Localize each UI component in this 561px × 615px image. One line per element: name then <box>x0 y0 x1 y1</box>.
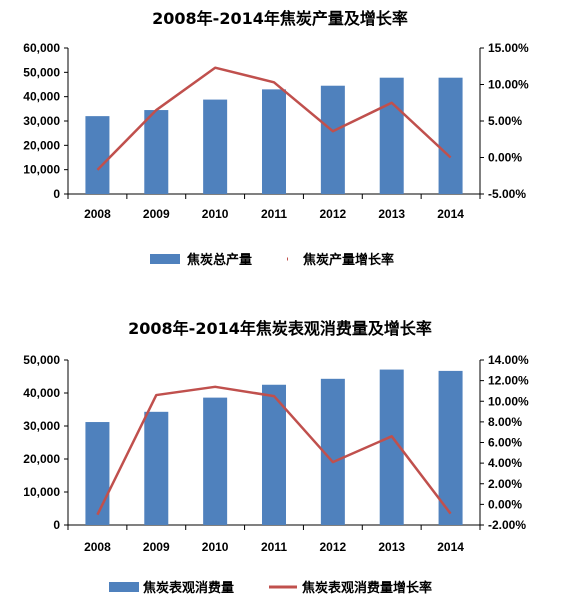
bar <box>203 99 228 194</box>
left-tick-label: 10,000 <box>23 485 60 499</box>
x-tick-label: 2008 <box>84 540 111 554</box>
growth-rate-line <box>96 385 452 516</box>
x-tick-label: 2014 <box>437 540 464 554</box>
right-tick-label: 0.00% <box>488 497 522 511</box>
bar <box>85 422 110 525</box>
x-tick-label: 2011 <box>261 207 287 221</box>
bar <box>203 397 228 525</box>
chart-title: 2008年-2014年焦炭表观消费量及增长率 <box>128 319 432 338</box>
x-tick-label: 2011 <box>261 540 287 554</box>
left-tick-label: 40,000 <box>23 386 60 400</box>
chart-coke-production: 2008年-2014年焦炭产量及增长率 0 10,000 20,000 30,000 40… <box>23 9 529 268</box>
right-tick-label: 10.00% <box>488 78 529 92</box>
x-tick-label: 2013 <box>378 540 405 554</box>
bar <box>85 116 110 194</box>
right-tick-label: -5.00% <box>488 187 526 201</box>
legend-bar-swatch <box>109 582 139 592</box>
left-tick-label: 0 <box>53 518 60 532</box>
right-tick-label: 5.00% <box>488 114 522 128</box>
left-tick-label: 10,000 <box>23 163 60 177</box>
right-tick-label: -2.00% <box>488 518 526 532</box>
left-tick-label: 20,000 <box>23 138 60 152</box>
left-tick-label: 50,000 <box>23 65 60 79</box>
x-tick-label: 2009 <box>143 207 170 221</box>
right-tick-label: 10.00% <box>488 394 529 408</box>
x-tick-label: 2010 <box>202 540 229 554</box>
bar <box>144 411 169 525</box>
right-tick-label: 0.00% <box>488 151 522 165</box>
bar <box>438 370 463 525</box>
right-tick-label: 15.00% <box>488 41 529 55</box>
legend-line-label: 焦炭表观消费量增长率 <box>301 580 432 596</box>
growth-rate-line <box>96 66 452 171</box>
left-tick-label: 0 <box>53 187 60 201</box>
legend-line-label: 焦炭产量增长率 <box>302 252 394 268</box>
x-tick-label: 2013 <box>378 207 405 221</box>
right-tick-label: 6.00% <box>488 436 522 450</box>
left-tick-label: 60,000 <box>23 41 60 55</box>
chart-title: 2008年-2014年焦炭产量及增长率 <box>152 9 408 28</box>
legend-bar-swatch <box>150 254 180 264</box>
bar <box>320 85 345 194</box>
legend-bar-label: 焦炭总产量 <box>186 252 252 268</box>
legend-bar-label: 焦炭表观消费量 <box>142 580 234 596</box>
chart-coke-consumption: 2008年-2014年焦炭表观消费量及增长率 0 10,000 20,000 30,00… <box>23 319 529 596</box>
x-tick-label: 2014 <box>437 207 464 221</box>
x-tick-label: 2008 <box>84 207 111 221</box>
right-tick-label: 14.00% <box>488 353 529 367</box>
right-tick-label: 4.00% <box>488 456 522 470</box>
bar <box>438 77 463 194</box>
bar <box>144 110 169 194</box>
left-tick-label: 30,000 <box>23 419 60 433</box>
bar <box>379 77 404 194</box>
left-tick-label: 30,000 <box>23 114 60 128</box>
left-tick-label: 40,000 <box>23 90 60 104</box>
x-tick-label: 2012 <box>320 207 347 221</box>
bar <box>262 89 286 194</box>
right-tick-label: 12.00% <box>488 374 529 388</box>
right-tick-label: 2.00% <box>488 477 522 491</box>
x-tick-label: 2012 <box>320 540 347 554</box>
x-tick-label: 2010 <box>202 207 229 221</box>
left-tick-label: 50,000 <box>23 353 60 367</box>
right-tick-label: 8.00% <box>488 415 522 429</box>
x-tick-label: 2009 <box>143 540 170 554</box>
left-tick-label: 20,000 <box>23 452 60 466</box>
bar <box>262 384 286 525</box>
